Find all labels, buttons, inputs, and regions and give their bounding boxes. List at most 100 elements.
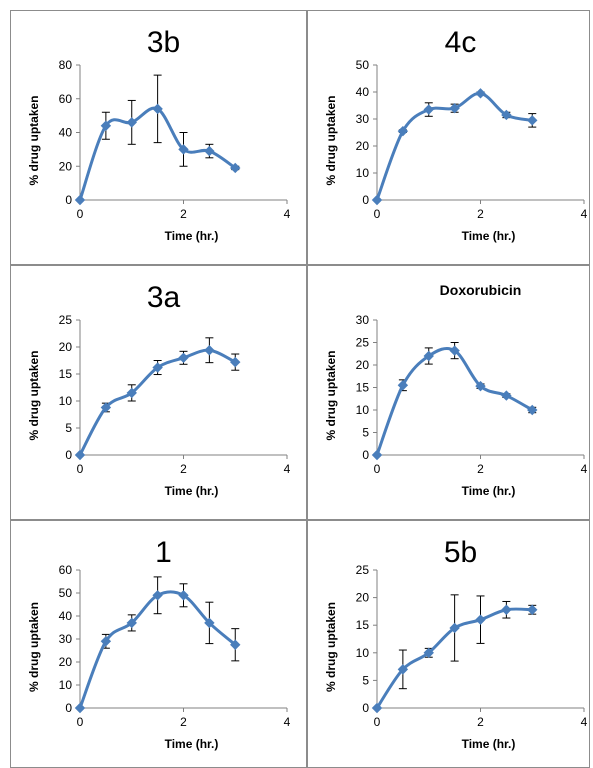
x-axis-title: Time (hr.) <box>165 484 219 498</box>
data-point-marker <box>204 617 215 629</box>
data-point-marker <box>230 162 241 174</box>
y-tick-label: 0 <box>65 193 72 207</box>
x-tick-label: 4 <box>284 207 291 221</box>
y-axis-title: % drug uptaken <box>324 350 338 440</box>
chart-title: 4c <box>445 26 477 59</box>
y-tick-label: 10 <box>356 403 370 417</box>
y-tick-label: 25 <box>59 313 73 327</box>
x-tick-label: 2 <box>180 715 187 729</box>
panel-border <box>307 265 590 520</box>
chart-svg: 3a 0 5 10 15 20 25 0 2 4 Time (hr.) % drug uptaken <box>10 265 307 520</box>
data-point-marker <box>527 404 538 416</box>
y-tick-label: 20 <box>356 139 370 153</box>
data-point-marker <box>449 345 460 356</box>
data-point-marker <box>74 194 86 206</box>
y-axis-title: % drug uptaken <box>27 95 41 185</box>
y-tick-label: 25 <box>356 563 370 577</box>
y-tick-label: 30 <box>356 313 370 327</box>
data-point-marker <box>126 617 137 629</box>
x-axis-title: Time (hr.) <box>165 229 219 243</box>
x-axis-title: Time (hr.) <box>165 737 219 751</box>
data-point-marker <box>152 103 163 115</box>
x-axis-title: Time (hr.) <box>462 484 516 498</box>
y-tick-label: 20 <box>356 358 370 372</box>
data-point-marker <box>204 345 215 356</box>
x-tick-label: 0 <box>77 207 84 221</box>
chart-panel: 5b 0 5 10 15 20 25 0 2 4 Time (hr.) % drug uptaken <box>307 520 590 768</box>
chart-panel: 3b 0 20 40 60 80 0 2 4 Time (hr.) % drug uptaken <box>10 10 307 265</box>
y-tick-label: 5 <box>65 421 72 435</box>
y-tick-label: 15 <box>356 381 370 395</box>
y-tick-label: 10 <box>356 166 370 180</box>
chart-title: 3b <box>147 26 180 59</box>
chart-title: 3a <box>147 281 181 314</box>
chart-panel: Doxorubicin 0 5 10 15 20 25 30 0 2 4 Time (hr.) % dr… <box>307 265 590 520</box>
data-point-marker <box>230 639 241 650</box>
data-point-marker <box>178 144 189 155</box>
y-tick-label: 15 <box>356 618 370 632</box>
chart-panel: 3a 0 5 10 15 20 25 0 2 4 Time (hr.) % drug uptaken <box>10 265 307 520</box>
data-point-marker <box>501 390 512 401</box>
y-tick-label: 5 <box>362 673 369 687</box>
y-tick-label: 10 <box>59 678 73 692</box>
data-point-marker <box>178 352 189 364</box>
y-tick-label: 0 <box>362 448 369 462</box>
y-tick-label: 20 <box>59 159 73 173</box>
x-axis-title: Time (hr.) <box>462 229 516 243</box>
chart-svg: Doxorubicin 0 5 10 15 20 25 30 0 2 4 Time (hr.) % dr… <box>307 265 590 520</box>
data-point-marker <box>74 449 86 461</box>
y-tick-label: 40 <box>356 85 370 99</box>
data-point-marker <box>397 125 409 137</box>
data-point-marker <box>100 636 112 647</box>
y-tick-label: 25 <box>356 336 370 350</box>
data-point-marker <box>178 590 189 601</box>
data-point-marker <box>501 604 512 615</box>
x-tick-label: 2 <box>477 462 484 476</box>
x-tick-label: 0 <box>374 207 381 221</box>
y-tick-label: 60 <box>59 92 73 106</box>
y-axis-title: % drug uptaken <box>324 602 338 692</box>
data-point-marker <box>126 387 137 399</box>
series-line <box>375 347 534 457</box>
x-tick-label: 0 <box>77 715 84 729</box>
data-point-marker <box>230 356 241 368</box>
data-point-marker <box>475 88 486 99</box>
y-axis-title: % drug uptaken <box>27 602 41 692</box>
chart-svg: 3b 0 20 40 60 80 0 2 4 Time (hr.) % drug uptaken <box>10 10 307 265</box>
data-point-marker <box>397 664 409 675</box>
x-tick-label: 4 <box>581 207 588 221</box>
y-tick-label: 30 <box>356 112 370 126</box>
y-tick-label: 15 <box>59 367 73 381</box>
x-tick-label: 0 <box>374 715 381 729</box>
chart-title: 5b <box>444 536 477 569</box>
data-point-marker <box>100 120 112 131</box>
y-tick-label: 40 <box>59 609 73 623</box>
data-point-marker <box>501 109 512 121</box>
panel-border <box>10 265 307 520</box>
x-tick-label: 0 <box>77 462 84 476</box>
panel-border <box>307 10 590 265</box>
chart-title: Doxorubicin <box>440 282 522 298</box>
chart-svg: 5b 0 5 10 15 20 25 0 2 4 Time (hr.) % drug uptaken <box>307 520 590 768</box>
data-point-marker <box>475 614 486 625</box>
data-point-marker <box>152 362 163 373</box>
data-point-marker <box>371 449 383 461</box>
x-tick-label: 2 <box>477 715 484 729</box>
y-tick-label: 30 <box>59 632 73 646</box>
data-point-marker <box>423 104 434 115</box>
panel-border <box>10 10 307 265</box>
data-point-marker <box>152 590 163 601</box>
chart-panel: 4c 0 10 20 30 40 50 0 2 4 Time (hr.) % drug uptaken <box>307 10 590 265</box>
y-tick-label: 0 <box>65 701 72 715</box>
data-point-marker <box>126 117 137 128</box>
data-point-marker <box>397 380 409 391</box>
x-axis-title: Time (hr.) <box>462 737 516 751</box>
x-tick-label: 4 <box>284 462 291 476</box>
chart-svg: 4c 0 10 20 30 40 50 0 2 4 Time (hr.) % drug uptaken <box>307 10 590 265</box>
x-tick-label: 4 <box>284 715 291 729</box>
data-point-marker <box>371 702 383 714</box>
x-tick-label: 0 <box>374 462 381 476</box>
chart-panel: 1 0 10 20 30 40 50 60 0 2 4 Time (hr.)% drug uptake… <box>10 520 307 768</box>
data-point-marker <box>371 194 383 206</box>
